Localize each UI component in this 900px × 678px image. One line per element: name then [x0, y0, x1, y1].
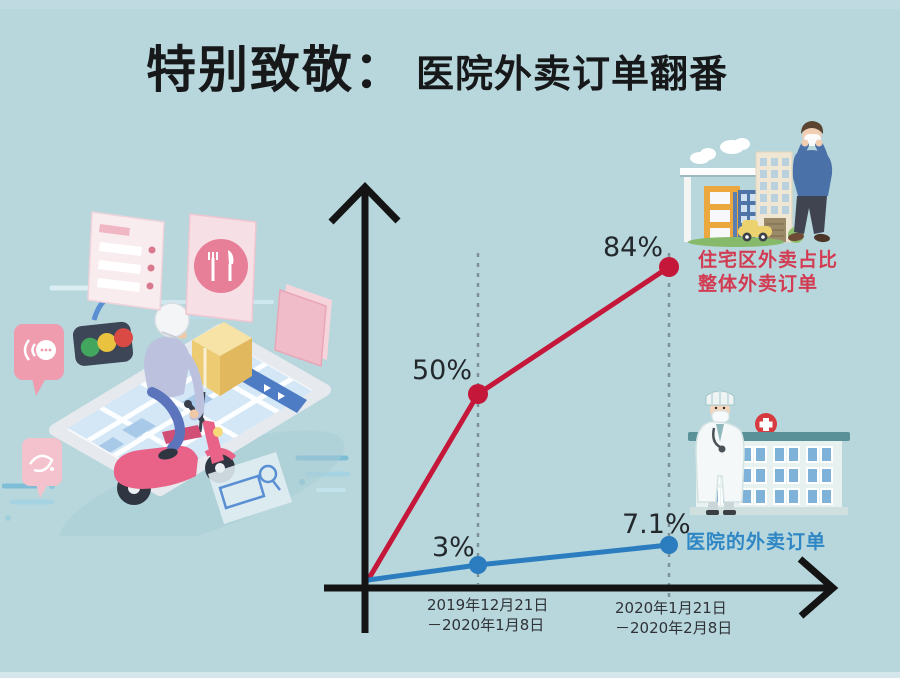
building-window: [782, 170, 789, 178]
hospital-window: [787, 446, 800, 463]
hospital-window: [787, 488, 800, 505]
building-window: [760, 158, 767, 166]
hospital-window: [754, 488, 767, 505]
hospital-window: [820, 446, 833, 463]
building-window: [750, 194, 756, 201]
title-main: 医院外卖订单翻番: [416, 52, 729, 96]
residential-buildings: [680, 138, 804, 247]
hospital-series-annotation: 医院的外卖订单: [686, 530, 826, 554]
hospital-annotation-line-1: 医院的外卖订单: [686, 531, 827, 553]
building-window: [760, 206, 767, 214]
building-window: [782, 158, 789, 166]
building-window: [771, 206, 778, 214]
traffic-light-icon: [72, 321, 134, 366]
voice-chat-bubble-icon: [14, 324, 64, 396]
order-list-card-icon: [87, 211, 165, 311]
series-0-point-1: [659, 257, 679, 277]
scribble-chat-bubble-icon: [22, 438, 62, 498]
building-window: [771, 170, 778, 178]
hospital-window: [773, 446, 786, 463]
parcel-box-icon: [192, 322, 252, 433]
chart-series-layer: [365, 257, 679, 583]
building-window: [741, 216, 747, 223]
building-window: [782, 194, 789, 202]
building-window: [771, 182, 778, 190]
hospital-window: [806, 467, 819, 484]
building-window: [760, 170, 767, 178]
hospital-window: [820, 467, 833, 484]
masked-resident-with-buildings-illustration: [680, 121, 833, 247]
building-window: [782, 206, 789, 214]
x-axis-right-arrow: [797, 556, 839, 619]
map-search-icon: [208, 452, 292, 524]
top-edge-strip: [0, 0, 900, 9]
bottom-edge-strip: [0, 672, 900, 678]
building-window: [741, 194, 747, 201]
residential-annotation-line-1: 住宅区外卖占比: [698, 249, 839, 271]
hospital-window: [773, 488, 786, 505]
delivery-rider: [144, 302, 205, 460]
doctor-with-hospital-illustration: [688, 389, 850, 515]
surgical-mask-icon: [711, 410, 730, 423]
rider-helmet-icon: [154, 302, 190, 338]
hospital-building: [688, 413, 850, 515]
hospital-window: [773, 467, 786, 484]
series-1-point-1: [660, 536, 678, 554]
masked-man: [788, 121, 833, 243]
building-window: [750, 216, 756, 223]
title-prefix: 特别致敬：: [146, 41, 406, 99]
doctor: [695, 389, 745, 515]
x-tick-1-line-2: －2020年1月8日: [427, 616, 545, 634]
building-window: [760, 182, 767, 190]
x-tick-label-2: 2020年1月21日 －2020年2月8日: [615, 598, 732, 638]
delivery-rider-smartphone-map-illustration: [2, 211, 350, 536]
photo-card-icon: [274, 284, 332, 368]
x-tick-2-line-2: －2020年2月8日: [615, 619, 733, 637]
cloud-icon: [690, 138, 750, 164]
data-label-hospital-point-2: 7.1%: [622, 509, 691, 540]
building-window: [741, 205, 747, 212]
building-window: [771, 158, 778, 166]
car-icon: [738, 220, 772, 242]
fork-knife-card-icon: [185, 213, 257, 323]
hospital-window: [806, 488, 819, 505]
x-tick-2-line-1: 2020年1月21日: [615, 599, 727, 617]
building-window: [782, 182, 789, 190]
building-window: [750, 205, 756, 212]
data-label-hospital-point-1: 3%: [432, 532, 475, 563]
page-title: 特别致敬： 医院外卖订单翻番: [146, 30, 728, 102]
residential-series-annotation: 住宅区外卖占比 整体外卖订单: [698, 248, 838, 296]
series-1-point-0: [469, 556, 487, 574]
x-tick-1-line-1: 2019年12月21日: [427, 596, 549, 614]
series-line-1: [365, 542, 672, 583]
building-window: [771, 194, 778, 202]
residential-annotation-line-2: 整体外卖订单: [698, 273, 819, 295]
hospital-window: [754, 467, 767, 484]
hospital-window: [820, 488, 833, 505]
series-0-point-0: [468, 384, 488, 404]
hospital-window: [787, 467, 800, 484]
building-window: [760, 194, 767, 202]
hospital-window: [806, 446, 819, 463]
hospital-window: [754, 446, 767, 463]
y-axis-up-arrow: [328, 181, 401, 225]
x-tick-label-1: 2019年12月21日 －2020年1月8日: [427, 595, 548, 635]
data-label-residential-point-2: 84%: [603, 232, 664, 263]
stethoscope-icon: [712, 427, 721, 449]
data-label-residential-point-1: 50%: [412, 355, 473, 386]
